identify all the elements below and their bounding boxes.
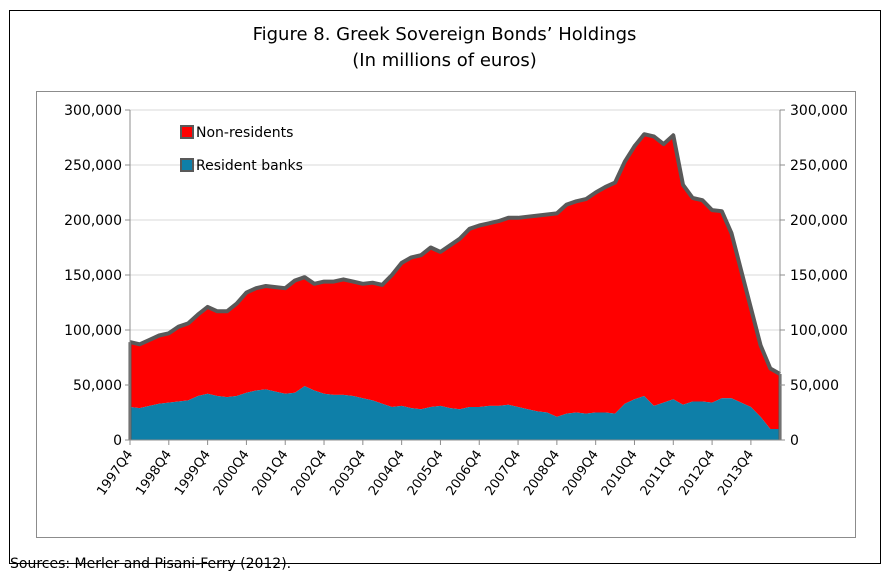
title-line-2: (In millions of euros)	[352, 50, 537, 71]
figure-title: Figure 8. Greek Sovereign Bonds’ Holding…	[0, 22, 889, 74]
area-non-residents	[130, 134, 780, 429]
x-tick-label: 1998Q4	[133, 448, 175, 499]
area-outline-top	[129, 132, 781, 376]
y-tick-label-left: 100,000	[64, 323, 122, 339]
source-note: Sources: Merler and Pisani-Ferry (2012).	[10, 556, 292, 572]
y-tick-label-left: 150,000	[64, 268, 122, 284]
x-tick-label: 2004Q4	[366, 448, 408, 499]
x-tick-label: 2010Q4	[599, 448, 641, 499]
y-tick-label-right: 250,000	[790, 158, 848, 174]
x-tick-label: 2012Q4	[676, 448, 718, 499]
y-tick-label-right: 300,000	[790, 103, 848, 119]
legend-label: Resident banks	[196, 158, 303, 174]
x-tick-label: 2005Q4	[405, 448, 447, 499]
title-line-1: Figure 8. Greek Sovereign Bonds’ Holding…	[252, 24, 637, 45]
legend-swatch	[180, 125, 194, 139]
x-tick-label: 2001Q4	[250, 448, 292, 499]
x-tick-label: 2000Q4	[211, 448, 253, 499]
area-resident-banks	[130, 386, 780, 440]
y-tick-label-left: 200,000	[64, 213, 122, 229]
x-tick-label: 1999Q4	[172, 448, 214, 499]
y-tick-label-left: 50,000	[73, 378, 122, 394]
y-tick-label-left: 0	[113, 433, 122, 449]
legend-label: Non-residents	[196, 125, 293, 141]
x-tick-label: 2003Q4	[327, 448, 369, 499]
x-tick-label: 1997Q4	[94, 448, 136, 499]
x-tick-label: 2011Q4	[638, 448, 680, 499]
legend-swatch	[180, 158, 194, 172]
legend: Non-residents Resident banks	[180, 125, 303, 174]
y-tick-label-right: 0	[790, 433, 799, 449]
chart-area-border	[36, 91, 856, 538]
x-tick-label: 2009Q4	[560, 448, 602, 499]
x-tick-label: 2008Q4	[521, 448, 563, 499]
area-series	[128, 132, 782, 440]
y-tick-label-right: 150,000	[790, 268, 848, 284]
y-tick-label-right: 200,000	[790, 213, 848, 229]
x-tick-label: 2013Q4	[715, 448, 757, 499]
x-tick-label: 2007Q4	[482, 448, 524, 499]
y-tick-label-left: 250,000	[64, 158, 122, 174]
y-tick-label-right: 100,000	[790, 323, 848, 339]
y-tick-label-left: 300,000	[64, 103, 122, 119]
y-tick-label-right: 50,000	[790, 378, 839, 394]
x-tick-label: 2002Q4	[288, 448, 330, 499]
x-tick-label: 2006Q4	[444, 448, 486, 499]
